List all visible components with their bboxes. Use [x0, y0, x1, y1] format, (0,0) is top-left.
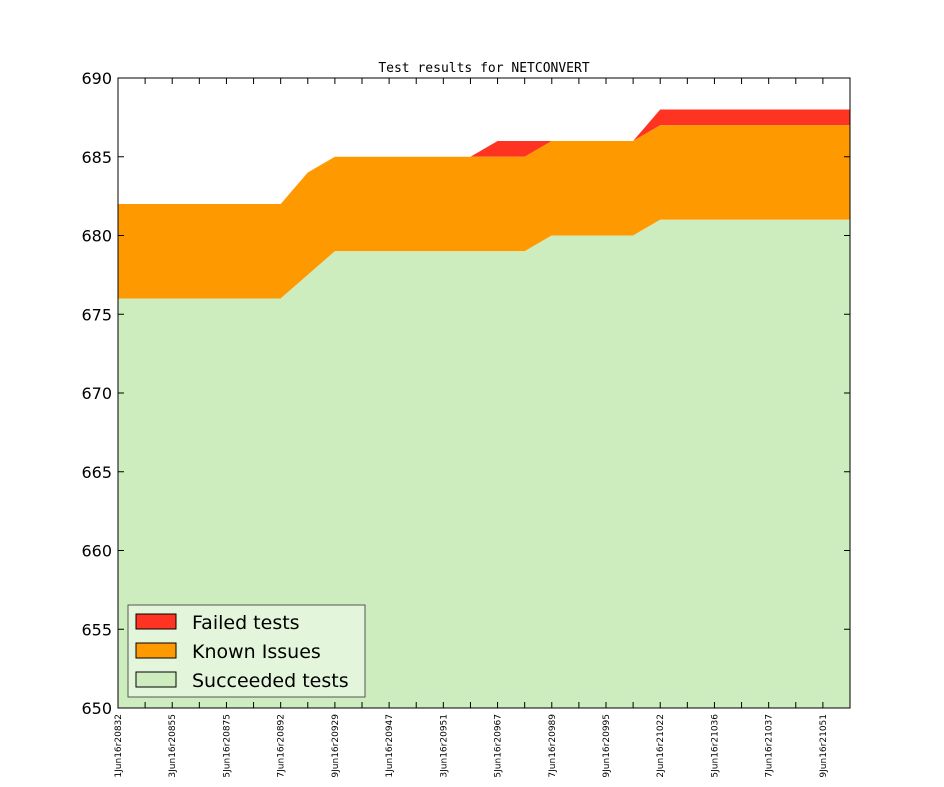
x-tick-label: 9Jun16r20929 [331, 714, 341, 778]
x-axis: 1Jun16r20832 3Jun16r20855 5Jun16r20875 7Jun… [114, 78, 851, 778]
y-tick-label: 675 [81, 305, 112, 324]
area-succeeded-tests [118, 219, 850, 708]
legend-swatch-known-issues [135, 642, 177, 659]
x-tick-label: 1Jun16r20832 [114, 714, 124, 778]
y-tick-label: 650 [81, 699, 112, 718]
x-tick-label: 5Jun16r21036 [710, 714, 720, 778]
y-tick-label: 685 [81, 148, 112, 167]
y-tick-label: 680 [81, 227, 112, 246]
legend-label-known-issues: Known Issues [192, 641, 321, 663]
x-tick-label: 3Jun16r20951 [439, 714, 449, 778]
x-tick-label: 5Jun16r20875 [222, 714, 232, 778]
legend-swatch-succeeded-tests [135, 671, 177, 688]
x-tick-label: 7Jun16r20989 [548, 714, 558, 778]
x-tick-label: 5Jun16r20967 [494, 714, 504, 778]
area-known-issues [118, 125, 850, 299]
x-tick-label: 9Jun16r21051 [819, 714, 829, 778]
x-tick-label: 3Jun16r20855 [168, 714, 178, 778]
y-axis: 650 655 660 665 670 675 680 685 690 [81, 69, 850, 718]
x-tick-label: 1Jun16r20947 [385, 714, 395, 778]
x-tick-label: 9Jun16r20995 [602, 714, 612, 778]
legend-label-failed-tests: Failed tests [192, 612, 300, 634]
y-tick-label: 660 [81, 542, 112, 561]
x-tick-label: 2Jun16r21022 [656, 714, 666, 778]
y-tick-label: 665 [81, 463, 112, 482]
legend: Failed tests Known Issues Succeeded tests [127, 604, 366, 698]
areas-layer [118, 109, 850, 708]
y-tick-label: 670 [81, 384, 112, 403]
y-tick-label: 690 [81, 69, 112, 88]
y-tick-label: 655 [81, 620, 112, 639]
legend-swatch-failed-tests [135, 613, 177, 630]
x-tick-label: 7Jun16r20892 [277, 714, 287, 778]
chart-title: Test results for NETCONVERT [378, 61, 589, 76]
x-tick-label: 7Jun16r21037 [765, 714, 775, 778]
legend-label-succeeded-tests: Succeeded tests [192, 670, 349, 692]
